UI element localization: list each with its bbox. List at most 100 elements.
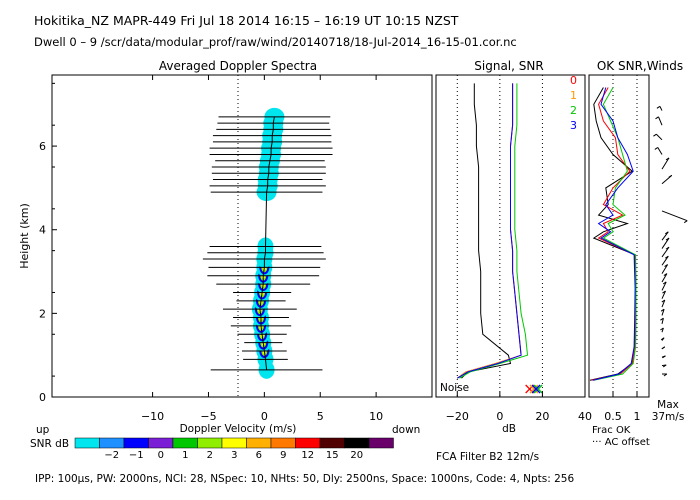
wind-barb-tick [661, 299, 666, 303]
okfrac-series-3 [592, 87, 636, 381]
noise-marker [533, 384, 543, 394]
wind-barb [661, 318, 664, 324]
snr-swatch [344, 437, 370, 449]
okfrac-legend-1: 1 [570, 89, 577, 102]
wind-barb-tick [665, 237, 670, 241]
noise-label: Noise [440, 382, 469, 394]
signal-series-0 [457, 83, 522, 379]
doppler-ytick-label: 4 [39, 224, 46, 237]
wind-barb-tick [665, 157, 670, 161]
okfrac-title: OK SNR,Winds [597, 59, 683, 73]
snr-swatch [99, 437, 125, 449]
doppler-ytick-label: 0 [39, 391, 46, 404]
legend-snr-label: SNR dB [30, 438, 69, 450]
doppler-xtick-label: −5 [200, 410, 216, 423]
signal-series-3 [457, 83, 522, 379]
wind-barb-tick [662, 355, 666, 359]
wind-barb [661, 281, 667, 291]
snr-swatch [295, 437, 321, 449]
spectral-peak-trace [259, 116, 275, 370]
snr-value-label: 0 [158, 450, 164, 461]
signal-xlabel: dB [502, 423, 516, 435]
wind-barb [661, 255, 669, 266]
okfrac-legend-0: 0 [570, 74, 577, 87]
wind-barb-tick [663, 273, 668, 277]
snr-value-label: 3 [231, 450, 237, 461]
wind-barb [661, 246, 670, 258]
wind-barb-tick [655, 116, 659, 120]
wind-barbs [653, 105, 688, 377]
wind-barb-tick [664, 264, 668, 267]
doppler-title: Averaged Doppler Spectra [159, 59, 317, 73]
snr-swatch [319, 437, 345, 449]
wind-barb [661, 273, 668, 283]
noise-marker [531, 384, 541, 394]
wind-barb [661, 308, 665, 316]
snr-swatch [123, 437, 149, 449]
snr-value-label: 15 [326, 450, 339, 461]
signal-series-2 [459, 83, 529, 379]
okfrac-xlabel-acoffset: ··· AC offset [592, 437, 650, 448]
signal-xtick-label: −20 [446, 410, 469, 423]
signal-series-1 [457, 83, 522, 379]
wind-barb-tick [662, 290, 666, 294]
wind-barb-tick [665, 246, 670, 250]
doppler-xtick-label: 5 [317, 410, 324, 423]
noise-marker [525, 384, 535, 394]
snr-value-label: 12 [301, 450, 314, 461]
snr-value-label: 1 [182, 450, 188, 461]
signal-xtick-label: 40 [578, 410, 592, 423]
header-dwell-path: Dwell 0 – 9 /scr/data/modular_prof/raw/w… [34, 35, 517, 49]
wind-barb [661, 299, 666, 308]
snr-value-label: 20 [350, 450, 363, 461]
okfrac-legend-2: 2 [570, 104, 577, 117]
wind-barb [659, 106, 663, 111]
okfrac-xlabel-frac: Frac OK [592, 425, 631, 436]
wind-barb [656, 133, 663, 141]
snr-value-label: −2 [104, 450, 119, 461]
snr-value-label: −1 [129, 450, 144, 461]
snr-swatch [368, 437, 394, 449]
doppler-plot: −10 −5 0 5 10 0 2 4 6 [39, 75, 383, 423]
doppler-xlabel: Doppler Velocity (m/s) [180, 423, 297, 435]
wind-barb-tick [660, 337, 665, 341]
legend-up: up [36, 424, 50, 436]
wind-barb-tick [665, 255, 669, 259]
wind-barb-tick [654, 147, 659, 150]
okfrac-legend-3: 3 [570, 119, 577, 132]
legend-down: down [392, 424, 420, 436]
okfrac-plot: 0 1 2 3 0.5 1 [570, 74, 641, 423]
doppler-ytick-label: 2 [39, 307, 46, 320]
snr-swatch [246, 437, 272, 449]
wind-barb-tick [653, 133, 657, 137]
fca-filter: FCA Filter B2 12m/s [436, 451, 539, 463]
snr-swatch [197, 437, 223, 449]
wind-barb [657, 147, 663, 155]
wind-barb-tick [660, 317, 664, 321]
wind-barb-tick [662, 364, 667, 368]
wind-barb-tick [683, 220, 688, 224]
snr-swatch [270, 437, 296, 449]
snr-value-label: 9 [280, 450, 286, 461]
noise-marker [529, 384, 539, 394]
wind-barb-tick [663, 373, 668, 377]
snr-colorbar: −2 −1 0 1 2 3 6 9 12 15 20 [74, 437, 394, 461]
doppler-frame [51, 74, 433, 398]
wind-barb-tick [668, 174, 673, 178]
wind-barb-tick [662, 281, 667, 285]
wind-barb-tick [660, 308, 665, 312]
wind-barb-tick [660, 327, 664, 331]
snr-swatch [172, 437, 198, 449]
wind-barb [661, 264, 669, 274]
wind-barb-tick [656, 105, 661, 109]
signal-title: Signal, SNR [474, 59, 543, 73]
max-value: 37m/s [652, 411, 685, 423]
wind-barb [661, 290, 666, 299]
doppler-ytick-label: 6 [39, 140, 46, 153]
wind-barb-tick [661, 346, 666, 350]
wind-barb [661, 157, 670, 170]
signal-xtick-label: 20 [535, 410, 549, 423]
max-label: Max [657, 399, 679, 411]
footer-params: IPP: 100μs, PW: 2000ns, NCI: 28, NSpec: … [35, 473, 574, 485]
